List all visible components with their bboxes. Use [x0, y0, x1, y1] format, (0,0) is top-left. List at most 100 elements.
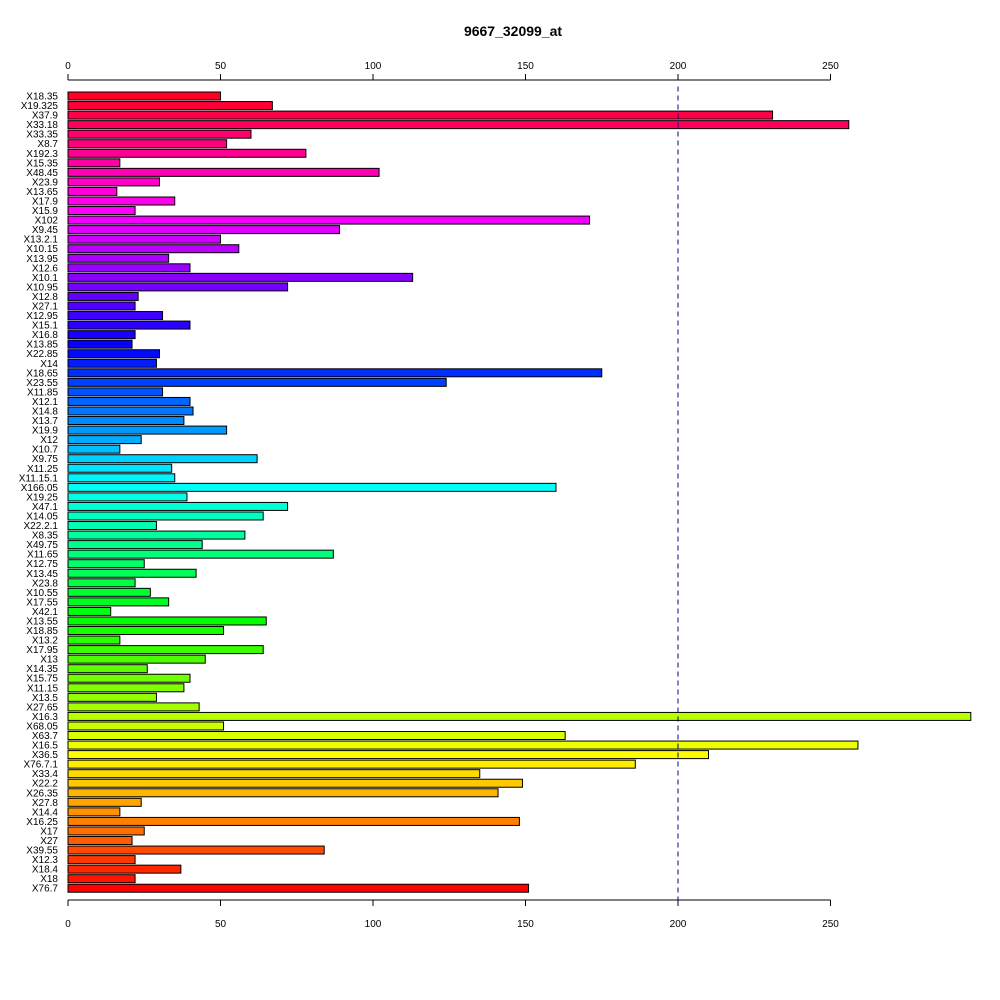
bar: [67, 482, 557, 492]
bar: [67, 501, 289, 511]
bar: [67, 664, 148, 674]
category-label: X13.2: [32, 636, 59, 647]
category-label: X14.4: [32, 807, 59, 818]
category-label: X12: [40, 435, 58, 446]
bar: [67, 330, 136, 340]
category-label: X76.7: [32, 884, 59, 895]
bar: [67, 396, 191, 406]
category-label: X18: [40, 874, 58, 885]
category-label: X14: [40, 359, 58, 370]
top-tick-label: 150: [517, 61, 534, 72]
bar: [67, 692, 157, 702]
category-label: X102: [35, 216, 59, 227]
bar: [67, 788, 499, 798]
category-label: X23.8: [32, 578, 59, 589]
category-label: X11.15: [27, 683, 58, 694]
category-label: X166.05: [21, 483, 59, 494]
category-label: X22.2.1: [24, 521, 59, 532]
bar: [67, 597, 170, 607]
category-label: X68.05: [26, 721, 58, 732]
bar: [67, 521, 157, 531]
bar: [67, 454, 258, 464]
category-label: X18.4: [32, 865, 59, 876]
bar: [67, 215, 591, 225]
bar: [67, 511, 264, 521]
category-label: X9.75: [32, 454, 59, 465]
category-label: X13.5: [32, 693, 59, 704]
bar: [67, 387, 164, 397]
category-label: X15.1: [32, 321, 59, 332]
bar: [67, 568, 197, 578]
category-label: X27.8: [32, 798, 59, 809]
bar: [67, 311, 164, 321]
bar: [67, 635, 121, 645]
category-label: X17: [40, 826, 58, 837]
category-label: X12.8: [32, 292, 59, 303]
category-label: X19.325: [21, 101, 59, 112]
category-label: X14.05: [26, 511, 58, 522]
category-label: X10.7: [32, 445, 59, 456]
bottom-tick-label: 150: [517, 919, 534, 930]
bar: [67, 711, 972, 721]
category-label: X13.65: [26, 187, 58, 198]
category-label: X10.1: [32, 273, 59, 284]
bottom-tick-label: 200: [670, 919, 687, 930]
category-label: X63.7: [32, 731, 59, 742]
bar: [67, 492, 188, 502]
category-label: X13.2.1: [24, 235, 59, 246]
bar: [67, 549, 334, 559]
category-label: X33.4: [32, 769, 59, 780]
bar: [67, 473, 176, 483]
bar: [67, 244, 240, 254]
category-label: X27.65: [26, 702, 58, 713]
category-label: X12.75: [26, 559, 58, 570]
bar: [67, 702, 200, 712]
category-label: X18.65: [26, 368, 58, 379]
chart-title: 9667_32099_at: [464, 23, 562, 39]
category-label: X76.7.1: [24, 760, 59, 771]
bar: [67, 291, 139, 301]
category-label: X16.3: [32, 712, 59, 723]
category-label: X10.95: [26, 282, 58, 293]
bar: [67, 148, 307, 158]
bar: [67, 444, 121, 454]
bar: [67, 177, 160, 187]
bar: [67, 807, 121, 817]
bar: [67, 320, 191, 330]
bar: [67, 272, 414, 282]
category-label: X18.35: [26, 92, 58, 103]
category-label: X42.1: [32, 607, 59, 618]
bar: [67, 349, 160, 359]
category-label: X17.9: [32, 196, 59, 207]
bar: [67, 253, 170, 263]
bar: [67, 883, 530, 893]
top-tick-label: 0: [65, 61, 71, 72]
bar: [67, 101, 273, 111]
category-label: X37.9: [32, 111, 59, 122]
bar: [67, 740, 859, 750]
category-label: X11.25: [27, 464, 58, 475]
bar: [67, 406, 194, 416]
bottom-tick-label: 250: [822, 919, 839, 930]
category-label: X49.75: [26, 540, 58, 551]
bottom-x-axis: 0 50 100 150 200 250: [65, 899, 839, 930]
bar: [67, 463, 173, 473]
bar: [67, 540, 203, 550]
category-label: X192.3: [26, 149, 58, 160]
category-label: X15.75: [26, 674, 58, 685]
bar: [67, 120, 850, 130]
bar: [67, 110, 774, 120]
category-label: X11.15.1: [19, 473, 59, 484]
bottom-tick-label: 0: [65, 919, 71, 930]
category-label: X16.8: [32, 330, 59, 341]
category-label: X26.35: [26, 788, 58, 799]
category-labels: X18.35X19.325X37.9X33.18X33.35X8.7X192.3…: [19, 92, 59, 895]
category-label: X14.8: [32, 406, 59, 417]
category-label: X27.1: [32, 301, 59, 312]
category-label: X12.95: [26, 311, 58, 322]
top-x-axis: 0 50 100 150 200 250: [65, 61, 839, 81]
bar: [67, 721, 225, 731]
category-label: X13.95: [26, 254, 58, 265]
bar: [67, 845, 325, 855]
